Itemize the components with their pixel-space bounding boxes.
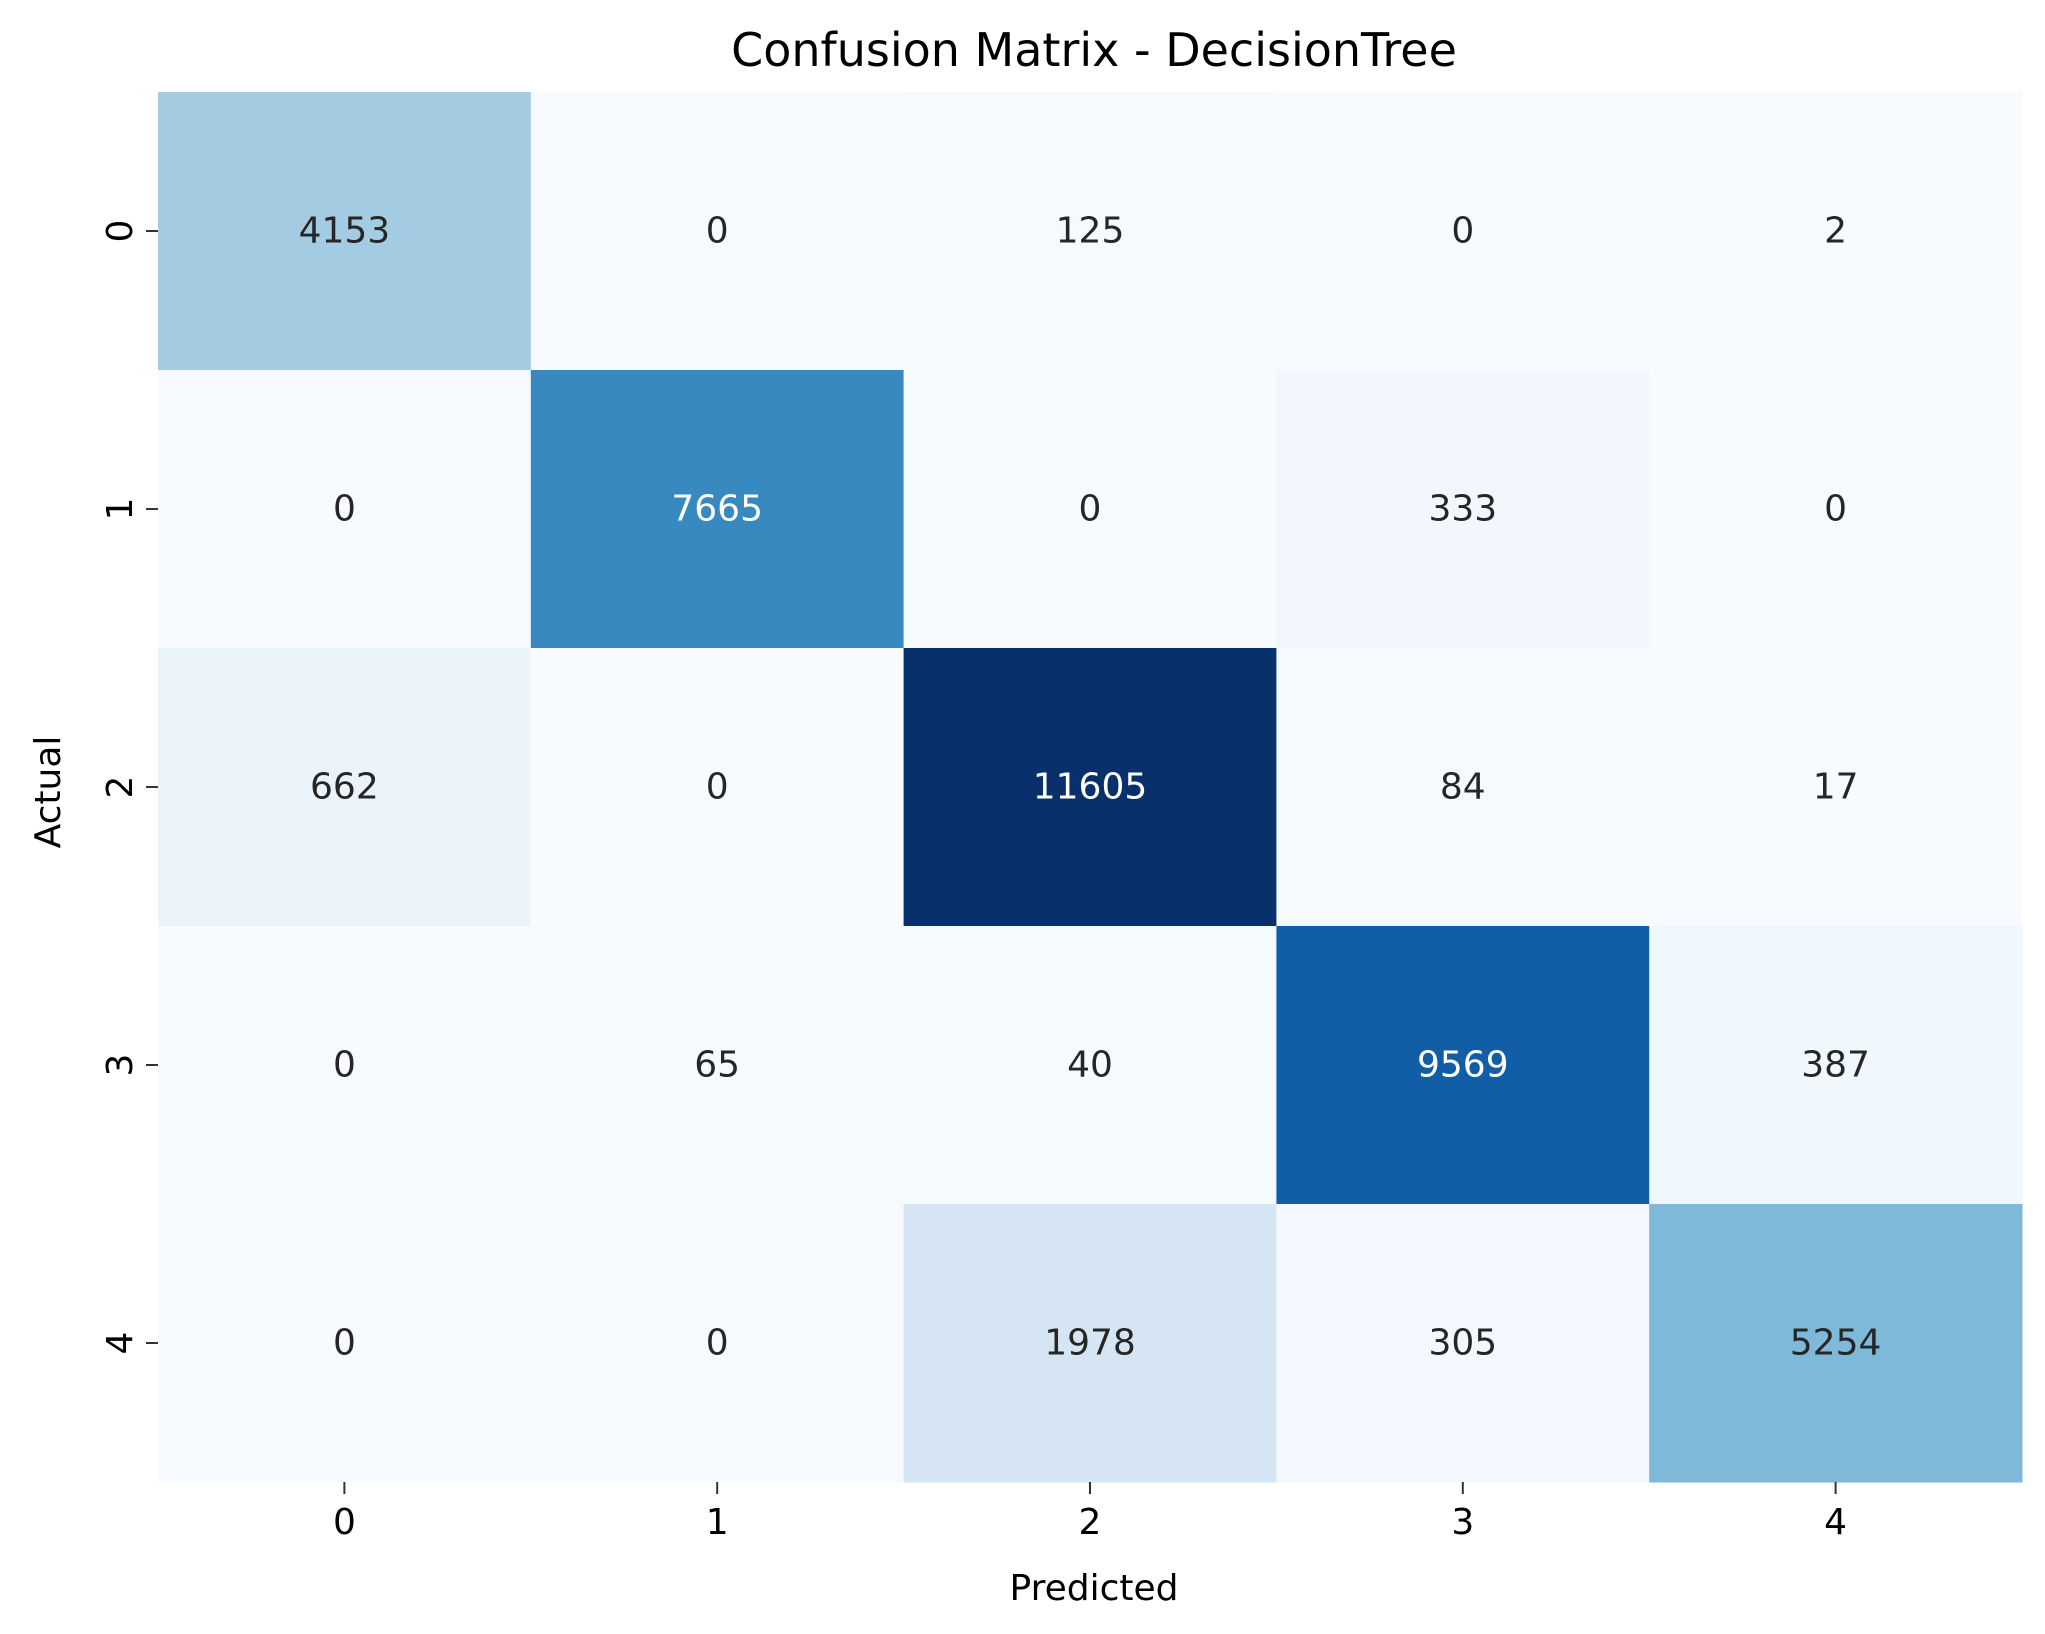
x-tick-label: 3: [1451, 1502, 1474, 1543]
y-tick-label: 2: [100, 776, 141, 799]
heatmap-cell: [903, 370, 1277, 649]
heatmap-cell-value: 4153: [299, 211, 391, 252]
heatmap-cell-value: 333: [1428, 489, 1497, 530]
heatmap-cell-value: 2: [1824, 211, 1847, 252]
heatmap-cell: [903, 648, 1277, 927]
heatmap-cell-value: 0: [706, 211, 729, 252]
heatmap-cell-value: 1978: [1044, 1323, 1136, 1364]
heatmap-cell-value: 11605: [1033, 767, 1148, 808]
heatmap-cell-value: 40: [1067, 1045, 1113, 1086]
heatmap-cell-value: 0: [1824, 489, 1847, 530]
heatmap-cell: [1649, 92, 2023, 371]
x-tick-label: 1: [706, 1502, 729, 1543]
heatmap-cell: [530, 1204, 905, 1483]
y-axis-label: Actual: [28, 736, 69, 849]
heatmap-cell-labels: 4153 0 125 0 2 0 7665 0 333 0 662 0 11605 84 17 0 65 40 95…: [299, 211, 1882, 1364]
heatmap-cell-value: 84: [1440, 767, 1486, 808]
heatmap-cell: [530, 648, 905, 927]
heatmap-cell-value: 0: [1451, 211, 1474, 252]
heatmap-cell: [158, 1204, 532, 1483]
x-tick-label: 2: [1079, 1502, 1102, 1543]
heatmap-cell-value: 387: [1801, 1045, 1870, 1086]
y-axis-ticks: 0 1 2 3 4: [100, 220, 158, 1355]
heatmap-cell: [1649, 926, 2023, 1205]
heatmap-cell-value: 0: [333, 1045, 356, 1086]
heatmap-cell-value: 65: [694, 1045, 740, 1086]
y-tick-label: 4: [100, 1332, 141, 1355]
heatmap-cell-value: 0: [1079, 489, 1102, 530]
heatmap-cell: [1276, 92, 1650, 371]
heatmap-cell: [1276, 1204, 1650, 1483]
heatmap-cell-value: 0: [706, 1323, 729, 1364]
chart-title: Confusion Matrix - DecisionTree: [731, 23, 1457, 77]
heatmap-cells: [158, 92, 2023, 1483]
heatmap-cell: [158, 648, 532, 927]
heatmap-cell-value: 0: [333, 1323, 356, 1364]
y-tick-label: 1: [100, 498, 141, 521]
y-tick-label: 0: [100, 220, 141, 243]
heatmap-cell-value: 5254: [1790, 1323, 1882, 1364]
x-tick-label: 4: [1824, 1502, 1847, 1543]
y-tick-label: 3: [100, 1054, 141, 1077]
x-axis-ticks: 0 1 2 3 4: [333, 1482, 1847, 1543]
x-tick-label: 0: [333, 1502, 356, 1543]
heatmap-cell: [1276, 648, 1650, 927]
heatmap-cell: [903, 1204, 1277, 1483]
heatmap-cell: [1649, 370, 2023, 649]
heatmap-cell: [903, 926, 1277, 1205]
heatmap-cell: [903, 92, 1277, 371]
heatmap-cell-value: 125: [1056, 211, 1125, 252]
heatmap-cell: [158, 926, 532, 1205]
x-axis-label: Predicted: [1010, 1568, 1179, 1609]
heatmap-cell: [530, 926, 905, 1205]
heatmap-cell: [158, 370, 532, 649]
heatmap-cell-value: 662: [310, 767, 379, 808]
heatmap-cell-value: 0: [706, 767, 729, 808]
heatmap-cell-value: 0: [333, 489, 356, 530]
heatmap-cell: [1649, 1204, 2023, 1483]
heatmap-cell: [1649, 648, 2023, 927]
heatmap-cell-value: 9569: [1417, 1045, 1509, 1086]
heatmap-cell: [530, 92, 905, 371]
heatmap-cell-value: 17: [1813, 767, 1859, 808]
heatmap-cell-value: 305: [1428, 1323, 1497, 1364]
heatmap-cell: [158, 92, 532, 371]
heatmap-cell: [530, 370, 905, 649]
heatmap-cell-value: 7665: [671, 489, 763, 530]
heatmap-cell: [1276, 370, 1650, 649]
heatmap-cell: [1276, 926, 1650, 1205]
